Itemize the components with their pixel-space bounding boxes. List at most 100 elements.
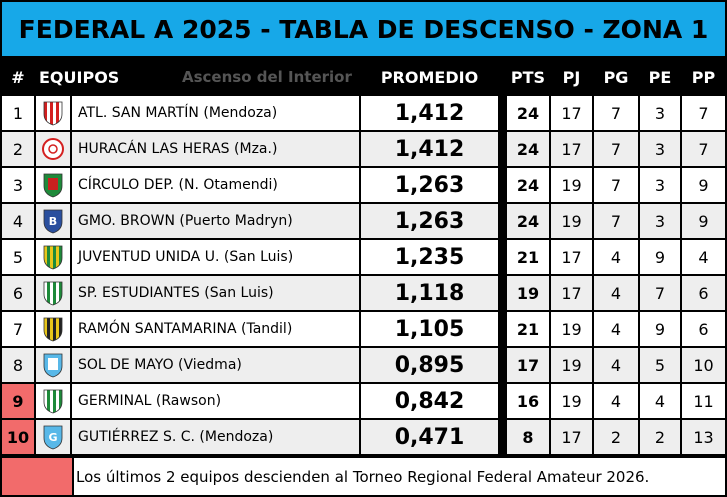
row-2-pts: 24 bbox=[507, 132, 549, 166]
row-6-pg: 4 bbox=[594, 276, 638, 310]
row-1-pp: 7 bbox=[682, 96, 725, 130]
row-8-team: SOL DE MAYO (Viedma) bbox=[72, 348, 359, 382]
row-2-rank: 2 bbox=[2, 132, 34, 166]
gutierrez-crest-icon: G bbox=[36, 420, 70, 454]
table-title: FEDERAL A 2025 - TABLA DE DESCENSO - ZON… bbox=[2, 2, 725, 56]
row-1-pg: 7 bbox=[594, 96, 638, 130]
row-4-rank: 4 bbox=[2, 204, 34, 238]
row-10-team: GUTIÉRREZ S. C. (Mendoza) bbox=[72, 420, 359, 454]
header-pj: PJ bbox=[562, 67, 581, 87]
relegation-legend-swatch bbox=[2, 458, 72, 495]
header-teams: EQUIPOS bbox=[39, 67, 120, 87]
row-2-pe: 3 bbox=[640, 132, 680, 166]
row-10-rank: 10 bbox=[2, 420, 34, 454]
row-7-team: RAMÓN SANTAMARINA (Tandil) bbox=[72, 312, 359, 346]
row-5-pp: 4 bbox=[682, 240, 725, 274]
row-2-pj: 17 bbox=[551, 132, 592, 166]
row-5-promedio: 1,235 bbox=[361, 240, 498, 274]
san-martin-mendoza-crest-icon bbox=[36, 96, 70, 130]
row-6-promedio: 1,118 bbox=[361, 276, 498, 310]
row-3-pts: 24 bbox=[507, 168, 549, 202]
row-10-promedio: 0,471 bbox=[361, 420, 498, 454]
row-6-pp: 6 bbox=[682, 276, 725, 310]
row-9-pe: 4 bbox=[640, 384, 680, 418]
row-7-pj: 19 bbox=[551, 312, 592, 346]
row-10-pg: 2 bbox=[594, 420, 638, 454]
header-pts: PTS bbox=[510, 67, 546, 87]
row-4-pp: 9 bbox=[682, 204, 725, 238]
germinal-crest-icon bbox=[36, 384, 70, 418]
footer-note: Los últimos 2 equipos descienden al Torn… bbox=[74, 458, 725, 495]
row-8-pp: 10 bbox=[682, 348, 725, 382]
row-1-pj: 17 bbox=[551, 96, 592, 130]
row-3-pe: 3 bbox=[640, 168, 680, 202]
row-8-promedio: 0,895 bbox=[361, 348, 498, 382]
row-5-pe: 9 bbox=[640, 240, 680, 274]
svg-text:B: B bbox=[49, 215, 57, 228]
row-8-rank: 8 bbox=[2, 348, 34, 382]
row-7-pg: 4 bbox=[594, 312, 638, 346]
juventud-unida-crest-icon bbox=[36, 240, 70, 274]
row-2-pg: 7 bbox=[594, 132, 638, 166]
row-6-pts: 19 bbox=[507, 276, 549, 310]
row-3-rank: 3 bbox=[2, 168, 34, 202]
row-4-pe: 3 bbox=[640, 204, 680, 238]
row-3-pj: 19 bbox=[551, 168, 592, 202]
row-10-pp: 13 bbox=[682, 420, 725, 454]
row-3-team: CÍRCULO DEP. (N. Otamendi) bbox=[72, 168, 359, 202]
row-1-rank: 1 bbox=[2, 96, 34, 130]
row-9-team: GERMINAL (Rawson) bbox=[72, 384, 359, 418]
row-10-pts: 8 bbox=[507, 420, 549, 454]
row-5-rank: 5 bbox=[2, 240, 34, 274]
row-4-pg: 7 bbox=[594, 204, 638, 238]
row-4-promedio: 1,263 bbox=[361, 204, 498, 238]
row-8-pg: 4 bbox=[594, 348, 638, 382]
row-9-pts: 16 bbox=[507, 384, 549, 418]
row-2-promedio: 1,412 bbox=[361, 132, 498, 166]
row-8-pj: 19 bbox=[551, 348, 592, 382]
row-8-pts: 17 bbox=[507, 348, 549, 382]
row-3-pp: 9 bbox=[682, 168, 725, 202]
row-1-promedio: 1,412 bbox=[361, 96, 498, 130]
svg-text:G: G bbox=[48, 431, 57, 444]
circulo-deportivo-crest-icon bbox=[36, 168, 70, 202]
row-6-rank: 6 bbox=[2, 276, 34, 310]
row-9-rank: 9 bbox=[2, 384, 34, 418]
guillermo-brown-crest-icon: B bbox=[36, 204, 70, 238]
santamarina-crest-icon bbox=[36, 312, 70, 346]
row-5-pj: 17 bbox=[551, 240, 592, 274]
row-10-pe: 2 bbox=[640, 420, 680, 454]
row-4-pts: 24 bbox=[507, 204, 549, 238]
header-promedio: PROMEDIO bbox=[380, 67, 479, 87]
row-7-pe: 9 bbox=[640, 312, 680, 346]
row-9-pg: 4 bbox=[594, 384, 638, 418]
row-5-team: JUVENTUD UNIDA U. (San Luis) bbox=[72, 240, 359, 274]
row-6-pj: 17 bbox=[551, 276, 592, 310]
row-3-pg: 7 bbox=[594, 168, 638, 202]
row-5-pts: 21 bbox=[507, 240, 549, 274]
row-1-pe: 3 bbox=[640, 96, 680, 130]
row-4-pj: 19 bbox=[551, 204, 592, 238]
header-pp: PP bbox=[691, 67, 716, 87]
row-5-pg: 4 bbox=[594, 240, 638, 274]
row-2-pp: 7 bbox=[682, 132, 725, 166]
row-7-rank: 7 bbox=[2, 312, 34, 346]
row-9-pj: 19 bbox=[551, 384, 592, 418]
row-10-pj: 17 bbox=[551, 420, 592, 454]
sportivo-estudiantes-crest-icon bbox=[36, 276, 70, 310]
row-2-team: HURACÁN LAS HERAS (Mza.) bbox=[72, 132, 359, 166]
row-1-pts: 24 bbox=[507, 96, 549, 130]
sol-de-mayo-crest-icon bbox=[36, 348, 70, 382]
row-7-pts: 21 bbox=[507, 312, 549, 346]
row-4-team: GMO. BROWN (Puerto Madryn) bbox=[72, 204, 359, 238]
row-7-promedio: 1,105 bbox=[361, 312, 498, 346]
row-3-promedio: 1,263 bbox=[361, 168, 498, 202]
row-6-pe: 7 bbox=[640, 276, 680, 310]
row-9-pp: 11 bbox=[682, 384, 725, 418]
header-pg: PG bbox=[603, 67, 629, 87]
huracan-las-heras-crest-icon bbox=[36, 132, 70, 166]
header-pe: PE bbox=[648, 67, 672, 87]
row-9-promedio: 0,842 bbox=[361, 384, 498, 418]
watermark-text: Ascenso del Interior bbox=[182, 68, 352, 86]
row-6-team: SP. ESTUDIANTES (San Luis) bbox=[72, 276, 359, 310]
